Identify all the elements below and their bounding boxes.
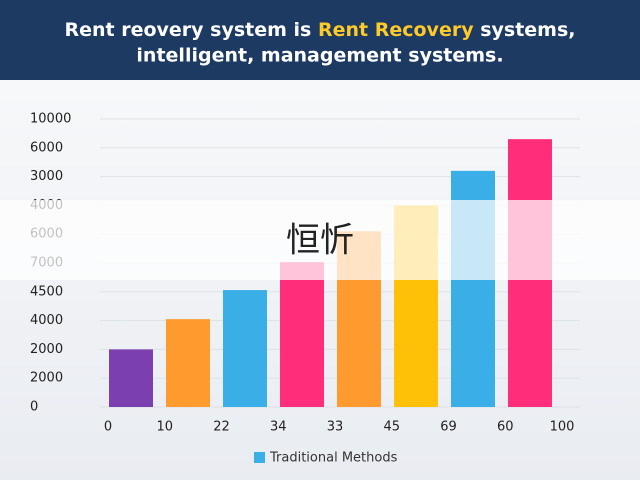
x-tick-label: 34 — [270, 420, 287, 435]
y-tick-label: 4500 — [30, 284, 63, 299]
y-tick-label: 0 — [30, 400, 38, 415]
title-line2: intelligent, management systems. — [136, 45, 503, 67]
bar — [109, 349, 153, 407]
overlay-text: 恒忻 — [286, 221, 354, 261]
bar — [166, 319, 210, 407]
y-tick-label: 6000 — [30, 140, 63, 155]
x-tick-label: 10 — [156, 420, 173, 435]
y-tick-label: 2000 — [30, 342, 63, 357]
x-tick-label: 100 — [550, 420, 575, 435]
title-line1: Rent reovery system is Rent Recovery sys… — [64, 19, 575, 41]
x-tick-label: 33 — [327, 420, 344, 435]
x-tick-label: 45 — [383, 420, 400, 435]
title-prefix: Rent reovery system is — [64, 19, 318, 41]
title-highlight: Rent Recovery — [318, 19, 474, 41]
x-tick-label: 69 — [440, 420, 457, 435]
y-tick-label: 2000 — [30, 371, 63, 386]
header — [0, 0, 640, 80]
overlay-band — [0, 200, 640, 280]
x-tick-label: 22 — [213, 420, 230, 435]
x-tick-label: 60 — [497, 420, 514, 435]
legend-label: Traditional Methods — [269, 451, 398, 466]
bar — [280, 262, 324, 407]
title-suffix: systems, — [474, 19, 576, 41]
y-tick-label: 10000 — [30, 112, 71, 127]
bar — [223, 290, 267, 407]
y-tick-label: 4000 — [30, 313, 63, 328]
legend-swatch — [254, 452, 265, 463]
y-tick-label: 3000 — [30, 169, 63, 184]
x-tick-label: 0 — [104, 420, 112, 435]
